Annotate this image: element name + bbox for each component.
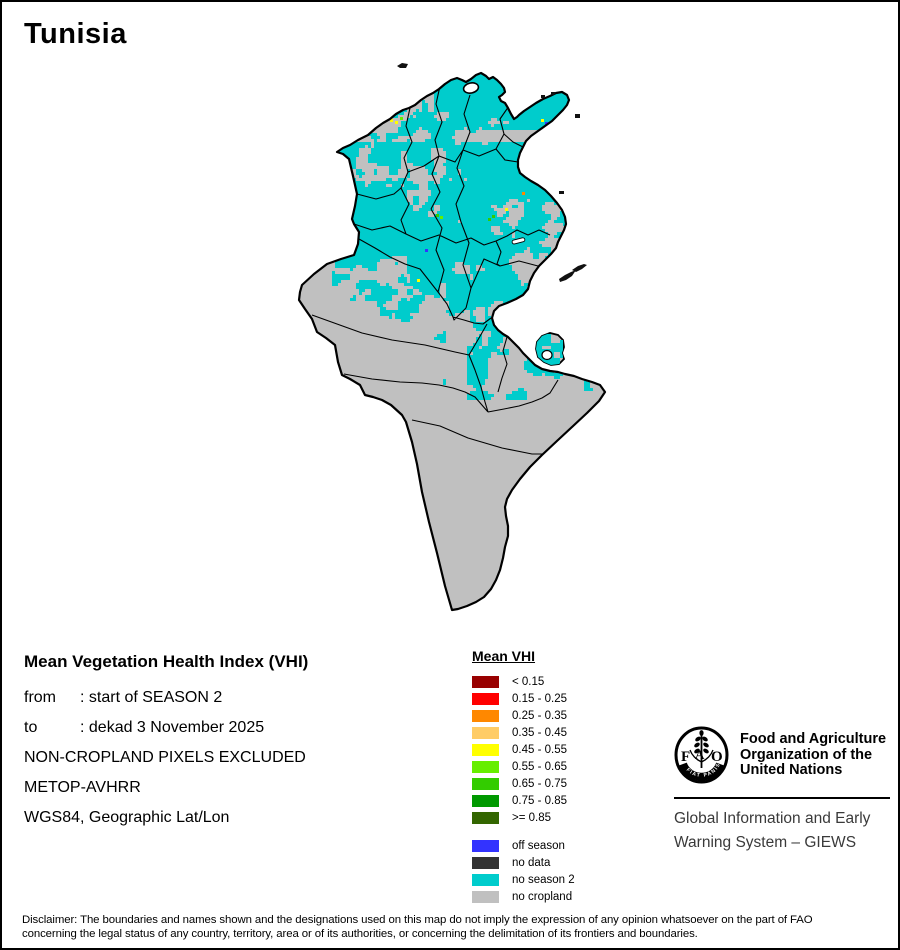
legend-label: >= 0.85 (512, 811, 552, 824)
parameter-value: NON-CROPLAND PIXELS EXCLUDED (24, 749, 306, 766)
map-parameter-row: from : start of SEASON 2 (24, 683, 308, 713)
page-title: Tunisia (24, 18, 127, 50)
country-outline (297, 71, 607, 612)
disclaimer-text: Disclaimer: The boundaries and names sho… (22, 914, 813, 940)
legend-color-swatch (472, 839, 499, 852)
parameter-value: : start of SEASON 2 (80, 689, 223, 706)
legend-status-item: off season (472, 837, 575, 854)
fao-block: FIAT PANIS F A O (674, 726, 892, 855)
legend-class-item: 0.55 - 0.65 (472, 758, 575, 775)
legend-color-swatch (472, 811, 499, 824)
parameter-key: to (24, 719, 38, 736)
galite-island (397, 63, 408, 68)
fao-letter-o: O (711, 749, 723, 765)
legend-label: no cropland (512, 890, 573, 903)
fao-letter-f: F (681, 749, 690, 765)
sebkha-moknine (511, 237, 526, 245)
parameter-value: : dekad 3 November 2025 (80, 719, 265, 736)
fao-letter-a: A (695, 747, 705, 762)
zembretta-island (551, 92, 555, 95)
legend-status-item: no data (472, 854, 575, 871)
legend-label: 0.65 - 0.75 (512, 777, 567, 790)
map-parameters-title: Mean Vegetation Health Index (VHI) (24, 652, 309, 671)
legend-color-swatch (472, 794, 499, 807)
kuriat-island (559, 191, 564, 194)
legend-class-item: 0.35 - 0.45 (472, 724, 575, 741)
legend-color-swatch (472, 873, 499, 886)
giews-label: Global Information and Early Warning Sys… (674, 810, 871, 851)
legend-color-swatch (472, 760, 499, 773)
legend-class-item: 0.65 - 0.75 (472, 775, 575, 792)
lake-bizerte (462, 82, 480, 94)
legend-color-swatch (472, 692, 499, 705)
legend-class-item: 0.25 - 0.35 (472, 707, 575, 724)
parameter-key: from (24, 689, 56, 706)
map-parameter-row: to : dekad 3 November 2025 (24, 713, 308, 743)
legend-color-swatch (472, 777, 499, 790)
map-parameter-row: NON-CROPLAND PIXELS EXCLUDED (24, 743, 308, 773)
legend-class-item: 0.75 - 0.85 (472, 792, 575, 809)
legend-color-swatch (472, 890, 499, 903)
legend-label: 0.55 - 0.65 (512, 760, 567, 773)
map-parameter-row: WGS84, Geographic Lat/Lon (24, 803, 308, 833)
legend-label: 0.35 - 0.45 (512, 726, 567, 739)
legend-label: no season 2 (512, 873, 575, 886)
map-parameter-row: METOP-AVHRR (24, 773, 308, 803)
legend-label: no data (512, 856, 551, 869)
legend-label: 0.75 - 0.85 (512, 794, 567, 807)
legend-color-swatch (472, 726, 499, 739)
legend-title: Mean VHI (472, 648, 536, 664)
legend-status-item: no cropland (472, 888, 575, 905)
legend-label: 0.45 - 0.55 (512, 743, 567, 756)
vhi-speck-pixels (390, 117, 551, 282)
parameter-value: METOP-AVHRR (24, 779, 141, 796)
legend-class-item: 0.45 - 0.55 (472, 741, 575, 758)
legend-class-list: < 0.15 0.15 - 0.25 0.25 - 0.35 0.35 - 0.45 0… (472, 673, 575, 826)
offshore-island (575, 114, 580, 118)
governorate-borders (311, 85, 559, 455)
legend-label: 0.25 - 0.35 (512, 709, 567, 722)
parameter-value: WGS84, Geographic Lat/Lon (24, 809, 230, 826)
legend-class-item: < 0.15 (472, 673, 575, 690)
djerba-lagoon (541, 349, 553, 361)
map-parameters: Mean Vegetation Health Index (VHI) from:… (24, 652, 308, 833)
legend-status-item: no season 2 (472, 871, 575, 888)
legend-label: 0.15 - 0.25 (512, 692, 567, 705)
legend-status-list: off season no data no season 2 no cropland (472, 837, 575, 905)
legend-label: < 0.15 (512, 675, 545, 688)
legend-class-item: >= 0.85 (472, 809, 575, 826)
fao-logo: FIAT PANIS F A O (674, 726, 729, 784)
legend-color-swatch (472, 856, 499, 869)
legend-color-swatch (472, 675, 499, 688)
zembra-island (541, 95, 545, 98)
wheat-ear-icon (689, 730, 714, 768)
legend-class-item: 0.15 - 0.25 (472, 690, 575, 707)
kerkennah-islands (559, 264, 587, 282)
legend-color-swatch (472, 709, 499, 722)
fao-divider (674, 797, 890, 799)
legend-color-swatch (472, 743, 499, 756)
legend: Mean VHI < 0.15 0.15 - 0.25 0.25 - 0.35 0.3… (472, 648, 575, 905)
fao-org-name: Food and Agriculture Organization of the… (740, 731, 887, 778)
legend-label: off season (512, 839, 565, 852)
